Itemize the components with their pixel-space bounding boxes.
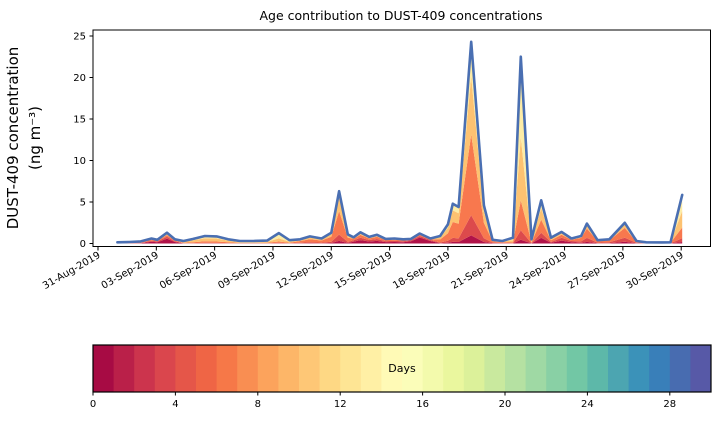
colorbar-tick-label: 16 — [416, 399, 429, 410]
x-tick-label: 12-Sep-2019 — [275, 250, 336, 292]
total-concentration-line — [116, 40, 684, 244]
x-tick-label: 27-Sep-2019 — [566, 250, 627, 292]
colorbar-segment — [299, 345, 321, 392]
chart-title: Age contribution to DUST-409 concentrati… — [259, 8, 542, 23]
colorbar-segment — [113, 345, 135, 392]
area-layer-2 — [117, 215, 683, 244]
y-tick-label: 15 — [73, 115, 86, 126]
colorbar-segment — [196, 345, 218, 392]
colorbar-segment — [628, 345, 650, 392]
colorbar-tick-label: 0 — [90, 399, 96, 410]
colorbar-segment — [134, 345, 156, 392]
x-tick-label: 31-Aug-2019 — [41, 250, 103, 292]
colorbar-segment — [443, 345, 465, 392]
colorbar-tick-label: 4 — [172, 399, 178, 410]
x-tick-label: 18-Sep-2019 — [391, 250, 452, 292]
colorbar-segment — [237, 345, 259, 392]
area-layer-4 — [117, 76, 683, 243]
area-layer-1 — [117, 235, 683, 244]
colorbar-tick-label: 28 — [663, 399, 676, 410]
colorbar-segment — [93, 345, 115, 392]
colorbar-segment — [257, 345, 279, 392]
colorbar-segment — [422, 345, 444, 392]
colorbar — [93, 345, 712, 392]
colorbar-segment — [484, 345, 506, 392]
colorbar-segment — [340, 345, 362, 392]
colorbar-tick-label: 24 — [581, 399, 594, 410]
x-tick-label: 24-Sep-2019 — [508, 250, 569, 292]
stacked-area-layers — [117, 41, 683, 244]
y-axis-label-line2: (ng m⁻³) — [26, 106, 44, 170]
colorbar-segment — [319, 345, 341, 392]
colorbar-segment — [546, 345, 568, 392]
colorbar-segment — [669, 345, 691, 392]
x-tick-label: 06-Sep-2019 — [158, 250, 219, 292]
x-tick-label: 30-Sep-2019 — [625, 250, 686, 292]
x-tick-label: 03-Sep-2019 — [100, 250, 161, 292]
colorbar-tick-label: 8 — [255, 399, 261, 410]
area-layer-5 — [117, 41, 683, 243]
x-tick-label: 15-Sep-2019 — [333, 250, 394, 292]
y-tick-label: 25 — [73, 32, 86, 43]
colorbar-segment — [566, 345, 588, 392]
area-layer-3 — [117, 134, 683, 244]
colorbar-segment — [175, 345, 197, 392]
colorbar-segment — [649, 345, 671, 392]
y-axis-label-line1: DUST-409 concentration — [4, 47, 22, 230]
colorbar-segment — [608, 345, 630, 392]
y-tick-label: 5 — [80, 198, 86, 209]
colorbar-tick-label: 12 — [334, 399, 347, 410]
colorbar-label: Days — [388, 362, 416, 375]
colorbar-segment — [690, 345, 712, 392]
y-tick-label: 10 — [73, 156, 86, 167]
y-tick-label: 20 — [73, 73, 86, 84]
colorbar-segment — [402, 345, 424, 392]
y-tick-label: 0 — [80, 239, 86, 250]
x-tick-label: 21-Sep-2019 — [450, 250, 511, 292]
area-layer-6 — [117, 41, 683, 243]
colorbar-segment — [278, 345, 300, 392]
colorbar-segment — [463, 345, 485, 392]
colorbar-segment — [505, 345, 527, 392]
colorbar-segment — [381, 345, 403, 392]
colorbar-tick-label: 20 — [499, 399, 512, 410]
colorbar-border — [92, 344, 712, 393]
colorbar-segment — [154, 345, 176, 392]
colorbar-ticks: 0 4 8 12 16 20 24 28 — [90, 392, 676, 410]
x-axis-ticks: 31-Aug-201903-Sep-201906-Sep-201909-Sep-… — [41, 246, 686, 292]
plot-border — [92, 29, 711, 247]
y-axis-ticks: 0 5 10 15 20 25 — [73, 32, 93, 250]
colorbar-segment — [587, 345, 609, 392]
colorbar-segment — [360, 345, 382, 392]
colorbar-segment — [525, 345, 547, 392]
x-tick-label: 09-Sep-2019 — [216, 250, 277, 292]
colorbar-segment — [216, 345, 238, 392]
